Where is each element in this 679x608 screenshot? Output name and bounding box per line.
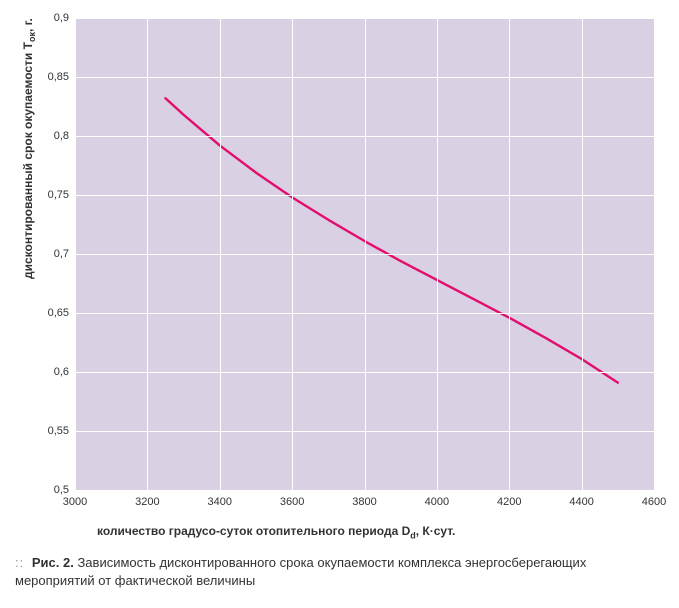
x-tick-label: 3800 <box>352 496 376 508</box>
caption-lead: Рис. 2. <box>32 555 74 570</box>
x-tick-label: 4200 <box>497 496 521 508</box>
x-tick-label: 3400 <box>208 496 232 508</box>
x-tick-label: 3600 <box>280 496 304 508</box>
plot-wrapper: дисконтированный срок окупаемости Tок, г… <box>15 10 664 548</box>
gridline-vertical <box>75 18 76 490</box>
plot-area: 0,50,550,60,650,70,750,80,850,9300032003… <box>75 18 654 490</box>
chart-container: дисконтированный срок окупаемости Tок, г… <box>0 0 679 548</box>
gridline-vertical <box>365 18 366 490</box>
gridline-vertical <box>654 18 655 490</box>
y-tick-label: 0,9 <box>54 12 69 24</box>
x-axis-title: количество градусо-суток отопительного п… <box>97 524 455 540</box>
x-tick-label: 4600 <box>642 496 666 508</box>
y-tick-label: 0,75 <box>48 189 69 201</box>
gridline-vertical <box>292 18 293 490</box>
gridline-vertical <box>582 18 583 490</box>
gridline-vertical <box>437 18 438 490</box>
y-tick-label: 0,7 <box>54 248 69 260</box>
gridline-vertical <box>220 18 221 490</box>
y-tick-label: 0,5 <box>54 484 69 496</box>
y-axis-title: дисконтированный срок окупаемости Tок, г… <box>21 18 37 279</box>
y-tick-label: 0,85 <box>48 71 69 83</box>
x-tick-label: 4000 <box>425 496 449 508</box>
x-tick-label: 3200 <box>135 496 159 508</box>
caption-text: Зависимость дисконтированного срока окуп… <box>15 555 586 588</box>
y-tick-label: 0,55 <box>48 425 69 437</box>
y-tick-label: 0,8 <box>54 130 69 142</box>
figure-caption: :: Рис. 2. Зависимость дисконтированного… <box>0 548 679 599</box>
gridline-vertical <box>509 18 510 490</box>
gridline-vertical <box>147 18 148 490</box>
y-tick-label: 0,65 <box>48 307 69 319</box>
x-tick-label: 3000 <box>63 496 87 508</box>
y-tick-label: 0,6 <box>54 366 69 378</box>
gridline-horizontal <box>75 490 654 491</box>
x-tick-label: 4400 <box>569 496 593 508</box>
caption-marker: :: <box>15 555 24 570</box>
